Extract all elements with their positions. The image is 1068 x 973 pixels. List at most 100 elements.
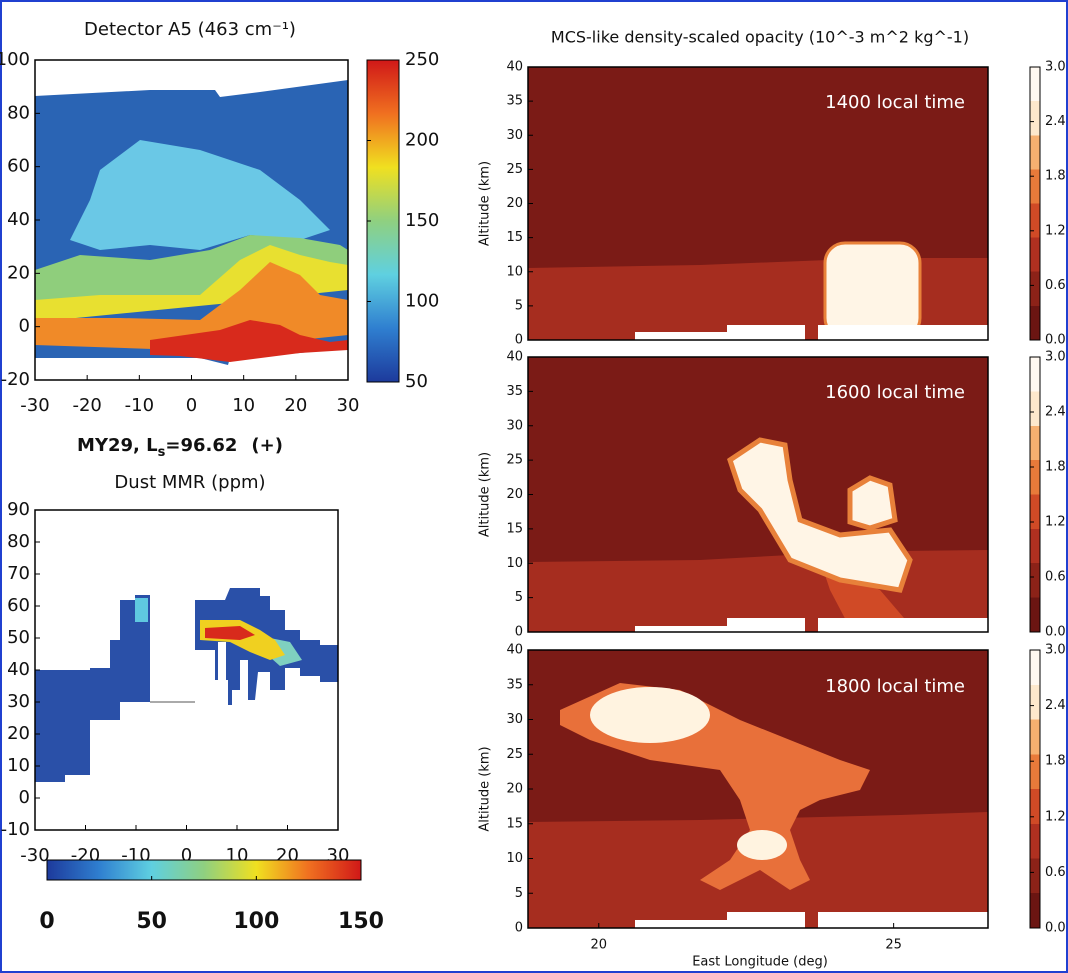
x-tick-label: 25 — [885, 938, 902, 953]
y-tick-label: 20 — [506, 196, 523, 211]
y-tick-label: 0 — [19, 316, 30, 337]
colorbar-tick-label: 2.4 — [1045, 114, 1066, 129]
y-tick-label: 0 — [515, 333, 523, 348]
x-tick-label: 0 — [181, 845, 192, 866]
field-dust — [35, 588, 338, 782]
y-tick-label: 20 — [7, 262, 30, 283]
colorbar-tick-label: 0 — [39, 909, 54, 934]
x-axis-label: East Longitude (deg) — [692, 955, 828, 970]
x-tick-label: 30 — [337, 395, 360, 416]
y-tick-label: 40 — [506, 643, 523, 658]
colorbar-tick-label: 150 — [338, 909, 384, 934]
x-tick-label: -20 — [72, 395, 101, 416]
subtitle-text: MY29, L — [77, 435, 158, 456]
y-tick-label: 20 — [7, 723, 30, 744]
colorbar-tick-label: 1.2 — [1045, 515, 1066, 530]
x-tick-label: 20 — [284, 395, 307, 416]
y-tick-label: 50 — [7, 627, 30, 648]
chart-title: MCS-like density-scaled opacity (10^-3 m… — [551, 28, 969, 47]
y-tick-label: 80 — [7, 531, 30, 552]
y-tick-label: 10 — [506, 851, 523, 866]
x-tick-label: 10 — [232, 395, 255, 416]
y-tick-label: 20 — [506, 487, 523, 502]
x-tick-label: -10 — [125, 395, 154, 416]
y-axis-label: Altitude (km) — [478, 746, 493, 831]
y-tick-label: 35 — [506, 94, 523, 109]
colorbar-tick-label: 3.0 — [1045, 60, 1066, 75]
colorbar — [366, 59, 400, 383]
colorbar-tick-label: 0.6 — [1045, 865, 1066, 880]
colorbar-tick-label: 0.0 — [1045, 333, 1066, 348]
y-tick-label: 5 — [515, 590, 523, 605]
field-opacity-1600 — [528, 357, 988, 632]
y-tick-label: 70 — [7, 563, 30, 584]
colorbar-tick-label: 0.6 — [1045, 570, 1066, 585]
colorbar — [1029, 356, 1041, 633]
colorbar — [1029, 66, 1041, 341]
y-axis-label: Altitude (km) — [478, 452, 493, 537]
colorbar-tick-label: 100 — [233, 909, 279, 934]
y-tick-label: 35 — [506, 384, 523, 399]
subtitle: MY29, Ls=96.62 (+) — [77, 435, 283, 460]
colorbar-tick-label: 1.8 — [1045, 460, 1066, 475]
colorbar-tick-label: 50 — [136, 909, 167, 934]
y-tick-label: 100 — [0, 49, 30, 70]
y-tick-label: 35 — [506, 677, 523, 692]
subtitle-marker: (+) — [251, 435, 283, 456]
y-tick-label: 25 — [506, 453, 523, 468]
colorbar-tick-label: 0.6 — [1045, 278, 1066, 293]
subtitle-subscript: s — [158, 445, 166, 460]
y-tick-label: 40 — [506, 350, 523, 365]
y-tick-label: 10 — [506, 556, 523, 571]
y-tick-label: 10 — [506, 264, 523, 279]
y-tick-label: 30 — [506, 712, 523, 727]
x-tick-label: 20 — [590, 938, 607, 953]
y-tick-label: 15 — [506, 521, 523, 536]
y-tick-label: 30 — [506, 418, 523, 433]
y-tick-label: 25 — [506, 162, 523, 177]
y-tick-label: 80 — [7, 102, 30, 123]
colorbar-tick-label: 50 — [405, 371, 428, 392]
field-temperature — [35, 80, 348, 365]
colorbar-tick-label: 2.4 — [1045, 405, 1066, 420]
y-tick-label: 30 — [506, 128, 523, 143]
colorbar-tick-label: 1.2 — [1045, 223, 1066, 238]
y-tick-label: 40 — [506, 60, 523, 75]
y-tick-label: 15 — [506, 816, 523, 831]
y-tick-label: -20 — [1, 369, 30, 390]
subtitle-text: =96.62 — [165, 435, 237, 456]
colorbar-tick-label: 100 — [405, 291, 439, 312]
colorbar — [46, 859, 362, 881]
annotation: 1600 local time — [825, 382, 965, 403]
x-tick-label: -30 — [20, 845, 49, 866]
y-tick-label: 60 — [7, 595, 30, 616]
colorbar-tick-label: 200 — [405, 130, 439, 151]
field-opacity-1400 — [528, 67, 988, 340]
y-tick-label: 5 — [515, 886, 523, 901]
y-tick-label: 60 — [7, 156, 30, 177]
y-axis-label: Altitude (km) — [478, 161, 493, 246]
chart-title: Dust MMR (ppm) — [114, 472, 265, 493]
y-tick-label: 40 — [7, 209, 30, 230]
colorbar-tick-label: 3.0 — [1045, 643, 1066, 658]
y-tick-label: 5 — [515, 298, 523, 313]
y-tick-label: 25 — [506, 747, 523, 762]
colorbar-tick-label: 0.0 — [1045, 625, 1066, 640]
y-tick-label: 90 — [7, 499, 30, 520]
y-tick-label: 0 — [19, 787, 30, 808]
y-tick-label: 15 — [506, 230, 523, 245]
chart-title: Detector A5 (463 cm⁻¹) — [84, 19, 296, 40]
annotation: 1800 local time — [825, 676, 965, 697]
colorbar-tick-label: 150 — [405, 210, 439, 231]
y-tick-label: 0 — [515, 921, 523, 936]
x-tick-label: -30 — [20, 395, 49, 416]
y-tick-label: 20 — [506, 782, 523, 797]
colorbar-tick-label: 3.0 — [1045, 350, 1066, 365]
y-tick-label: 0 — [515, 625, 523, 640]
colorbar-tick-label: 1.8 — [1045, 169, 1066, 184]
y-tick-label: 30 — [7, 691, 30, 712]
y-tick-label: -10 — [1, 819, 30, 840]
colorbar-tick-label: 1.8 — [1045, 754, 1066, 769]
field-opacity-1800 — [528, 650, 988, 928]
